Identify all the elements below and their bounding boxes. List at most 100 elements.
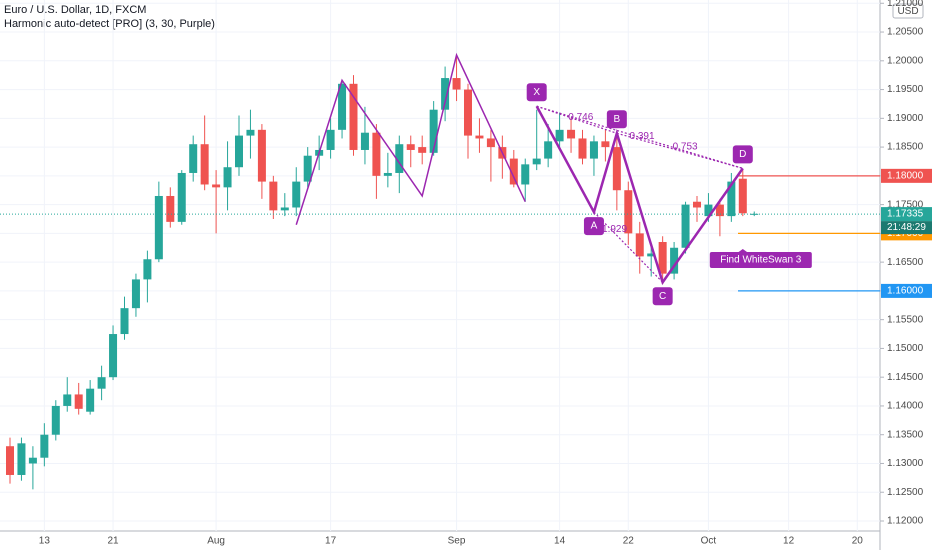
candle-body bbox=[750, 213, 759, 215]
y-tick-label: 1.19000 bbox=[887, 113, 924, 124]
y-tick-label: 1.17500 bbox=[887, 199, 924, 210]
pattern-name: Find WhiteSwan 3 bbox=[720, 255, 802, 266]
x-tick-label: Sep bbox=[448, 536, 466, 547]
candle-body bbox=[738, 178, 747, 214]
y-tick-label: 1.21000 bbox=[887, 0, 924, 9]
x-tick-label: 22 bbox=[623, 536, 635, 547]
y-tick-label: 1.19500 bbox=[887, 84, 924, 95]
currency-label[interactable]: USD bbox=[897, 6, 918, 17]
candle-body bbox=[521, 164, 530, 185]
candle-body bbox=[704, 204, 713, 217]
candle-body bbox=[395, 144, 404, 173]
candle-body bbox=[40, 434, 49, 458]
candle-body bbox=[28, 457, 37, 464]
ratio-label: 0.391 bbox=[630, 131, 655, 142]
ratio-label: 0.753 bbox=[673, 142, 698, 153]
candle-body bbox=[246, 129, 255, 136]
chart-title: Euro / U.S. Dollar, 1D, FXCM bbox=[4, 4, 146, 16]
point-box bbox=[606, 110, 627, 129]
y-tick-label: 1.14500 bbox=[887, 372, 924, 383]
candle-body bbox=[326, 129, 335, 150]
ratio-line bbox=[593, 211, 664, 283]
point-label: C bbox=[659, 291, 666, 302]
candle-body bbox=[6, 446, 14, 475]
candle-body bbox=[475, 135, 484, 139]
y-tick-label: 1.13500 bbox=[887, 429, 924, 440]
y-tick-label: 1.15000 bbox=[887, 343, 924, 354]
y-tick-label: 1.18500 bbox=[887, 142, 924, 153]
point-label: A bbox=[591, 221, 598, 232]
candle-body bbox=[509, 158, 518, 185]
candle-body bbox=[303, 155, 312, 182]
candle-body bbox=[280, 207, 289, 211]
candle-body bbox=[200, 144, 209, 185]
candle-body bbox=[578, 138, 587, 159]
candle-body bbox=[97, 377, 106, 389]
y-tick-label: 1.13000 bbox=[887, 458, 924, 469]
candle-body bbox=[257, 129, 266, 182]
candle-body bbox=[131, 279, 140, 309]
candle-body bbox=[383, 172, 392, 176]
candle-body bbox=[418, 147, 427, 153]
candle-body bbox=[441, 78, 450, 110]
countdown-box bbox=[881, 221, 932, 235]
ratio-label: 1.929 bbox=[602, 224, 627, 235]
candle-body bbox=[544, 141, 553, 159]
point-label: B bbox=[614, 114, 621, 125]
x-tick-label: 13 bbox=[39, 536, 51, 547]
y-tick-label: 1.20000 bbox=[887, 55, 924, 66]
candle-body bbox=[109, 334, 118, 378]
candle-body bbox=[292, 181, 301, 208]
candle-body bbox=[727, 181, 736, 217]
candle-body bbox=[681, 204, 690, 248]
candle-body bbox=[212, 184, 221, 188]
candle-body bbox=[532, 158, 541, 165]
y-tick-label: 1.15500 bbox=[887, 314, 924, 325]
x-tick-label: 14 bbox=[554, 536, 566, 547]
candle-body bbox=[120, 308, 129, 335]
chart-subtitle: Harmonic auto-detect [PRO] (3, 30, Purpl… bbox=[4, 18, 215, 30]
currency-box[interactable] bbox=[892, 3, 924, 19]
last-price-label: 1.17335 bbox=[887, 209, 924, 220]
y-tick-label: 1.16500 bbox=[887, 257, 924, 268]
name-box bbox=[709, 252, 812, 268]
level-label-box bbox=[881, 283, 932, 298]
candle-body bbox=[601, 141, 610, 148]
x-tick-label: 12 bbox=[783, 536, 795, 547]
point-box bbox=[583, 217, 604, 236]
y-tick-label: 1.12500 bbox=[887, 487, 924, 498]
candle-body bbox=[143, 259, 152, 280]
candle-body bbox=[624, 190, 633, 234]
y-tick-label: 1.20500 bbox=[887, 27, 924, 38]
level-label: 1.16000 bbox=[887, 286, 924, 297]
x-tick-label: Aug bbox=[207, 536, 225, 547]
candle-body bbox=[17, 443, 26, 475]
candle-body bbox=[86, 388, 95, 412]
point-box bbox=[526, 83, 547, 102]
candle-body bbox=[452, 78, 461, 90]
candle-body bbox=[693, 201, 701, 208]
candle-body bbox=[177, 172, 186, 222]
candle-body bbox=[372, 132, 381, 176]
candle-body bbox=[51, 405, 60, 435]
candle-body bbox=[235, 135, 243, 168]
x-tick-label: 17 bbox=[325, 536, 337, 547]
point-label: X bbox=[533, 87, 540, 98]
candle-body bbox=[486, 138, 495, 148]
candle-body bbox=[166, 195, 175, 222]
countdown-label: 21:48:29 bbox=[887, 222, 926, 233]
point-box bbox=[732, 145, 753, 164]
candle-body bbox=[360, 132, 369, 150]
x-tick-label: 20 bbox=[852, 536, 864, 547]
last-price-box bbox=[881, 207, 932, 222]
candle-body bbox=[189, 144, 198, 173]
y-tick-label: 1.14000 bbox=[887, 401, 924, 412]
zigzag-line bbox=[295, 52, 526, 225]
x-tick-label: 21 bbox=[107, 536, 119, 547]
candle-body bbox=[670, 247, 679, 274]
point-box bbox=[652, 287, 673, 306]
level-label: 1.18000 bbox=[887, 170, 924, 181]
candle-body bbox=[74, 394, 83, 409]
candle-body bbox=[223, 167, 232, 188]
